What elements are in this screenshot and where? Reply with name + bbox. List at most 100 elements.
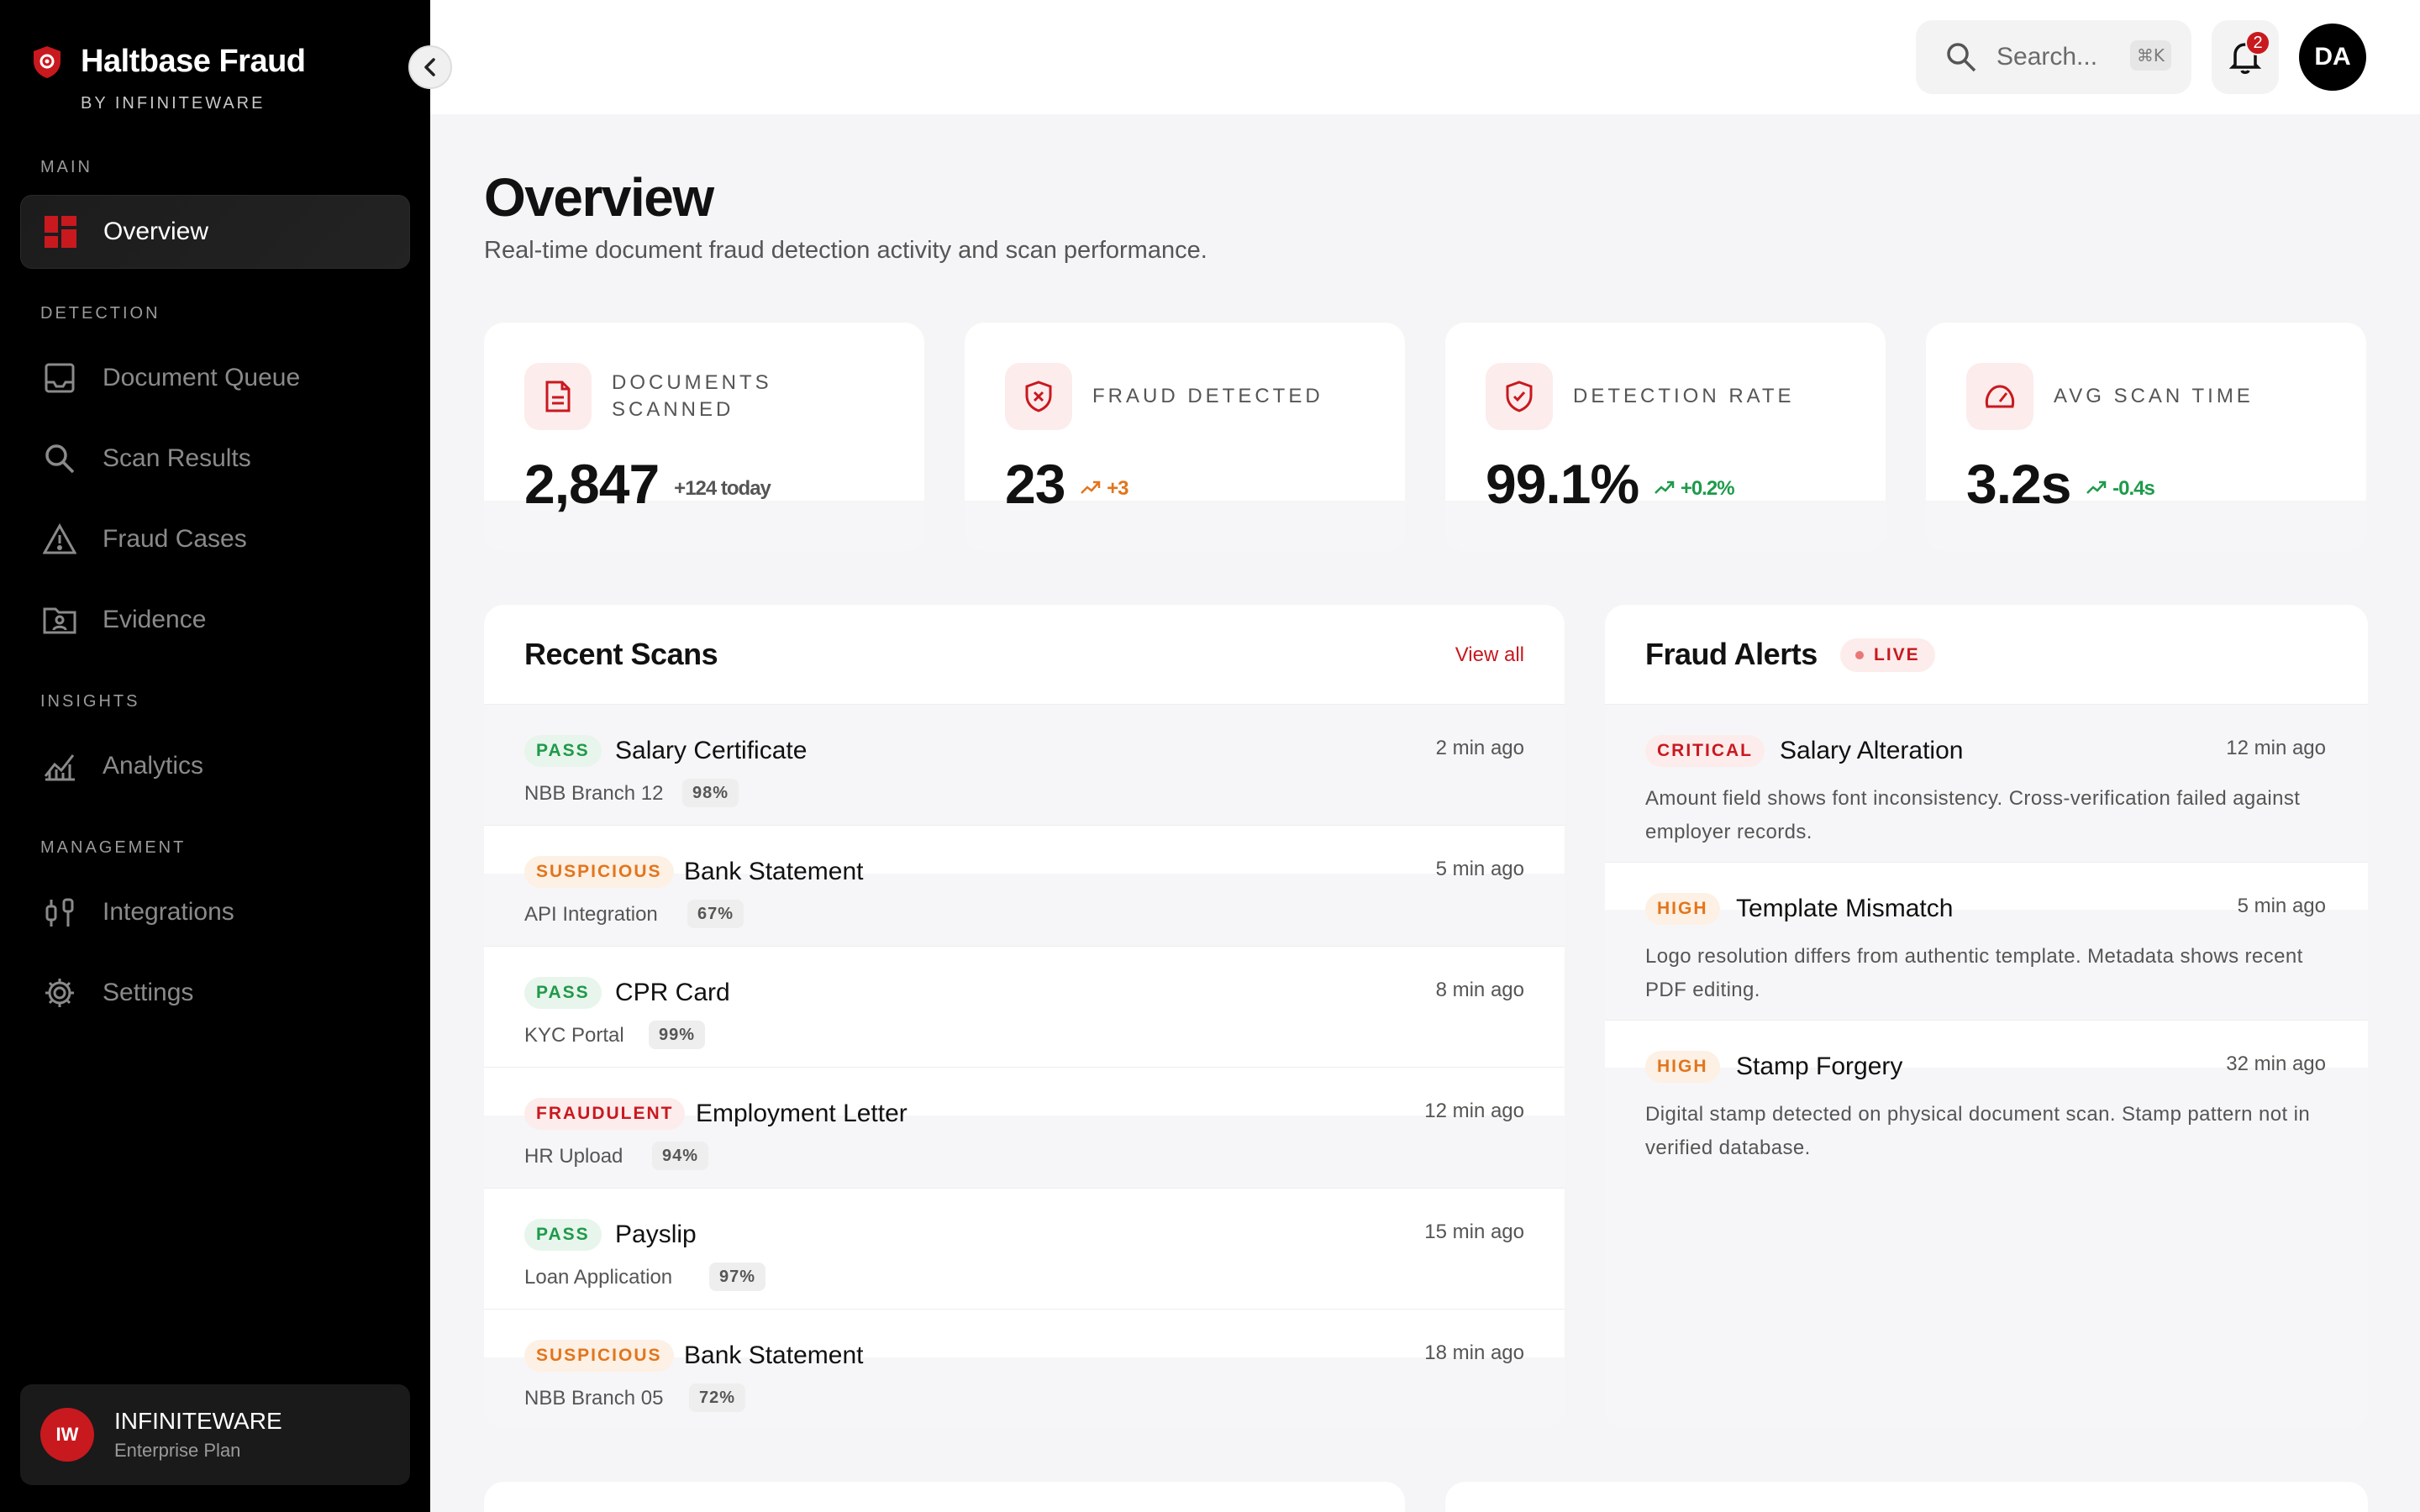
- org-plan: Enterprise Plan: [114, 1440, 241, 1461]
- scan-time: 8 min ago: [1435, 979, 1524, 1001]
- document-icon: [524, 363, 592, 430]
- speedometer-icon: [1966, 363, 2033, 430]
- brand-logo[interactable]: Haltbase Fraud: [32, 44, 306, 80]
- sidebar-item-document-queue[interactable]: Document Queue: [20, 341, 410, 415]
- shield-x-icon: [1005, 363, 1072, 430]
- scan-source: NBB Branch 05: [524, 1387, 664, 1410]
- stat-label: DETECTION RATE: [1573, 385, 1795, 407]
- collapse-sidebar-button[interactable]: [408, 45, 452, 89]
- shortcut-hint: ⌘K: [2129, 40, 2171, 71]
- stat-delta: +0.2%: [1654, 477, 1735, 500]
- scan-source: NBB Branch 12: [524, 782, 664, 805]
- stat-delta: +124 today: [674, 476, 771, 500]
- fraud-alerts-card: Fraud Alerts LIVE CRITICAL Salary Altera…: [1605, 605, 2368, 1428]
- sidebar-item-label: Analytics: [103, 752, 204, 780]
- alert-description: Logo resolution differs from authentic t…: [1645, 945, 2303, 1001]
- table-row[interactable]: PASS Payslip Loan Application 97% 15 min…: [484, 1188, 1565, 1309]
- scan-source: Loan Application: [524, 1266, 673, 1289]
- scan-time: 15 min ago: [1424, 1221, 1524, 1243]
- stat-card-detection-rate: DETECTION RATE 99.1% +0.2%: [1445, 323, 1886, 551]
- shield-check-icon: [1486, 363, 1553, 430]
- section-label-insights: INSIGHTS: [40, 692, 140, 711]
- topbar: Search... ⌘K 2 DA: [430, 0, 2420, 114]
- bottom-card-left: [484, 1482, 1405, 1512]
- search-icon: [42, 441, 77, 476]
- alert-item[interactable]: HIGH Template Mismatch 5 min ago Logo re…: [1605, 862, 2368, 1020]
- sidebar-item-overview[interactable]: Overview: [20, 195, 410, 269]
- analytics-icon: [42, 748, 77, 784]
- trend-up-icon: [2086, 480, 2107, 494]
- table-row[interactable]: SUSPICIOUS Bank Statement API Integratio…: [484, 825, 1565, 946]
- scan-score: 98%: [682, 779, 739, 807]
- status-badge: PASS: [524, 977, 602, 1009]
- trend-up-icon: [1655, 480, 1675, 494]
- alert-time: 5 min ago: [2237, 895, 2326, 917]
- scan-score: 94%: [652, 1142, 709, 1170]
- page-subtitle: Real-time document fraud detection activ…: [484, 237, 1207, 264]
- table-row[interactable]: SUSPICIOUS Bank Statement NBB Branch 05 …: [484, 1309, 1565, 1428]
- severity-badge: CRITICAL: [1645, 735, 1765, 767]
- table-row[interactable]: PASS Salary Certificate NBB Branch 12 98…: [484, 704, 1565, 825]
- scan-name: Salary Certificate: [615, 737, 808, 764]
- scan-score: 72%: [689, 1383, 746, 1412]
- severity-badge: HIGH: [1645, 893, 1720, 925]
- org-switcher[interactable]: IW INFINITEWARE Enterprise Plan: [20, 1384, 410, 1485]
- search-icon: [1947, 43, 1976, 72]
- scan-time: 2 min ago: [1435, 737, 1524, 759]
- sidebar-item-settings[interactable]: Settings: [20, 956, 410, 1030]
- brand-name: Haltbase Fraud: [81, 44, 306, 79]
- sidebar: Haltbase Fraud BY INFINITEWARE MAIN Over…: [0, 0, 430, 1512]
- alert-time: 12 min ago: [2226, 737, 2326, 759]
- stat-label: FRAUD DETECTED: [1092, 385, 1323, 407]
- trend-up-icon: [1081, 480, 1101, 494]
- alert-item[interactable]: HIGH Stamp Forgery 32 min ago Digital st…: [1605, 1020, 2368, 1178]
- folder-user-icon: [42, 602, 77, 638]
- alert-item[interactable]: CRITICAL Salary Alteration 12 min ago Am…: [1605, 704, 2368, 862]
- stat-label: DOCUMENTS SCANNED: [612, 371, 772, 421]
- stat-value: 23 +3: [1005, 453, 1128, 515]
- grid-icon: [43, 214, 78, 249]
- alert-description: Digital stamp detected on physical docum…: [1645, 1103, 2311, 1159]
- status-badge: SUSPICIOUS: [524, 1340, 674, 1372]
- severity-badge: HIGH: [1645, 1051, 1720, 1083]
- status-badge: FRAUDULENT: [524, 1098, 686, 1130]
- sidebar-item-scan-results[interactable]: Scan Results: [20, 422, 410, 496]
- stat-value: 3.2s -0.4s: [1966, 453, 2155, 515]
- alert-title: Salary Alteration: [1780, 737, 1964, 764]
- stat-value: 2,847 +124 today: [524, 453, 771, 515]
- alert-description: Amount field shows font inconsistency. C…: [1645, 787, 2301, 843]
- search-input[interactable]: Search... ⌘K: [1916, 20, 2191, 94]
- section-label-management: MANAGEMENT: [40, 838, 187, 857]
- notifications-button[interactable]: 2: [2212, 20, 2279, 94]
- user-avatar[interactable]: DA: [2299, 24, 2366, 91]
- scan-time: 18 min ago: [1424, 1341, 1524, 1364]
- table-row[interactable]: PASS CPR Card KYC Portal 99% 8 min ago: [484, 946, 1565, 1067]
- alert-title: Stamp Forgery: [1736, 1053, 1903, 1080]
- sidebar-item-label: Evidence: [103, 606, 207, 633]
- sidebar-item-integrations[interactable]: Integrations: [20, 875, 410, 949]
- sidebar-item-label: Settings: [103, 979, 194, 1006]
- shield-logo-icon: [34, 45, 60, 78]
- scan-score: 97%: [709, 1263, 766, 1291]
- sidebar-item-fraud-cases[interactable]: Fraud Cases: [20, 502, 410, 576]
- org-avatar: IW: [40, 1408, 94, 1462]
- scan-score: 67%: [687, 900, 744, 928]
- org-name: INFINITEWARE: [114, 1408, 282, 1434]
- bottom-card-right: [1445, 1482, 2368, 1512]
- sidebar-item-evidence[interactable]: Evidence: [20, 583, 410, 657]
- status-badge: SUSPICIOUS: [524, 856, 674, 888]
- inbox-icon: [42, 360, 77, 396]
- sidebar-item-analytics[interactable]: Analytics: [20, 729, 410, 803]
- table-row[interactable]: FRAUDULENT Employment Letter HR Upload 9…: [484, 1067, 1565, 1188]
- recent-scans-card: Recent Scans View all PASS Salary Certif…: [484, 605, 1565, 1428]
- status-badge: PASS: [524, 735, 602, 767]
- sidebar-item-label: Document Queue: [103, 364, 301, 391]
- fraud-alerts-title: Fraud Alerts: [1645, 637, 1818, 671]
- page-title: Overview: [484, 167, 714, 228]
- stat-delta: +3: [1080, 477, 1128, 500]
- scan-name: Bank Statement: [684, 858, 864, 885]
- view-all-link[interactable]: View all: [1455, 643, 1524, 666]
- stat-card-avg-scan-time: AVG SCAN TIME 3.2s -0.4s: [1926, 323, 2366, 551]
- scan-time: 12 min ago: [1424, 1100, 1524, 1122]
- recent-scans-title: Recent Scans: [524, 637, 718, 671]
